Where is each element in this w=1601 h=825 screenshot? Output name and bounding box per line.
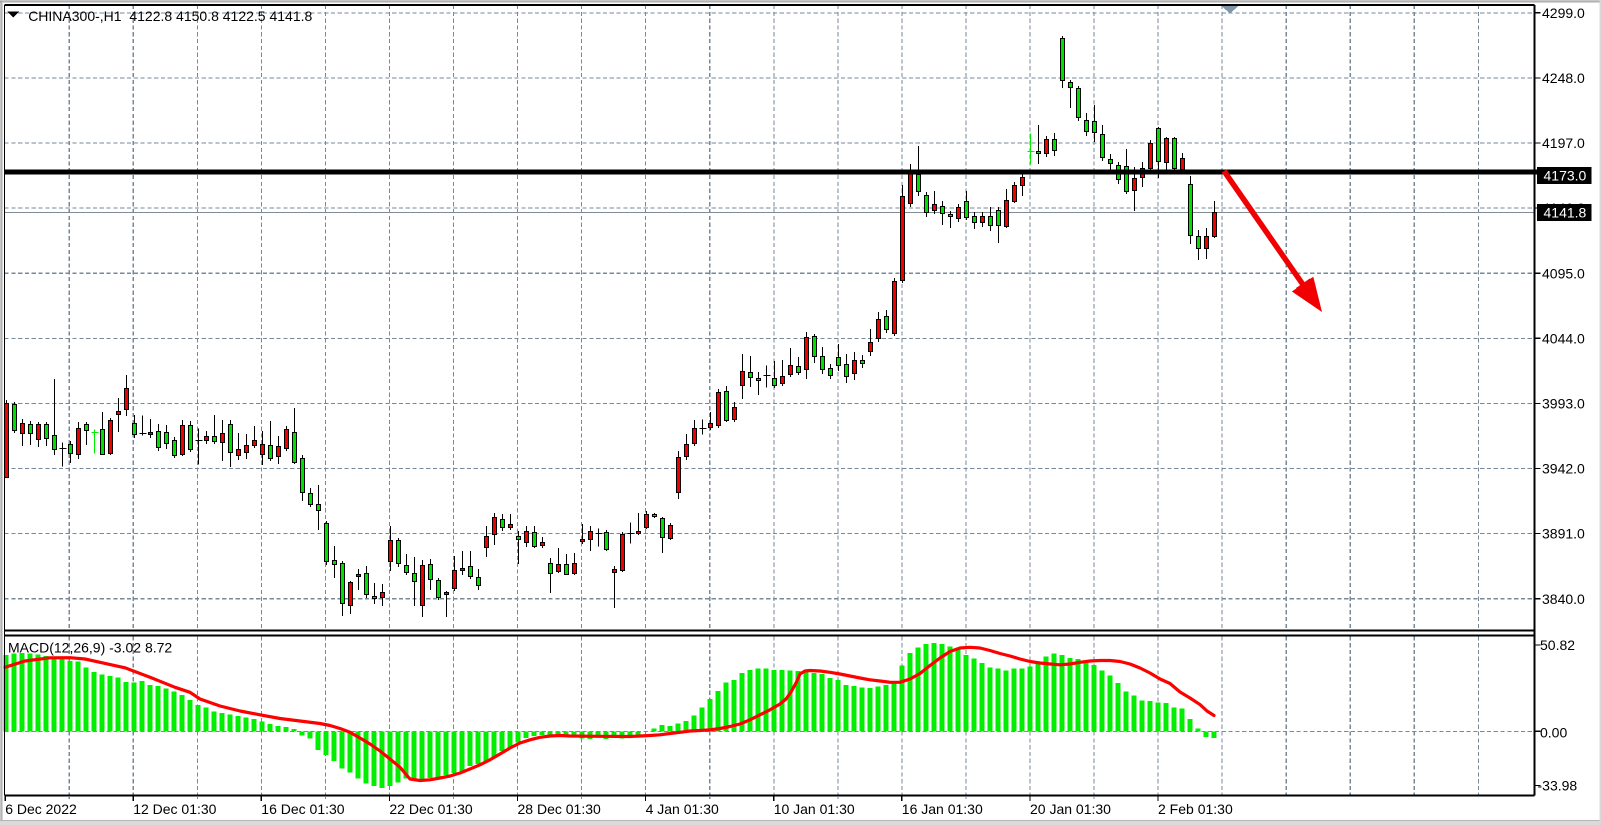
svg-text:20 Jan 01:30: 20 Jan 01:30 xyxy=(1030,801,1111,817)
svg-text:CHINA300-,H1 4122.8 4150.8 41: CHINA300-,H1 4122.8 4150.8 4122.5 4141.8 xyxy=(28,8,312,24)
svg-text:3993.0: 3993.0 xyxy=(1542,396,1585,412)
svg-text:4197.0: 4197.0 xyxy=(1542,135,1585,151)
svg-text:4 Jan 01:30: 4 Jan 01:30 xyxy=(646,801,719,817)
svg-text:16 Jan 01:30: 16 Jan 01:30 xyxy=(902,801,983,817)
svg-text:16 Dec 01:30: 16 Dec 01:30 xyxy=(261,801,344,817)
svg-text:3840.0: 3840.0 xyxy=(1542,591,1585,607)
svg-text:4141.8: 4141.8 xyxy=(1544,205,1587,221)
svg-text:MACD(12,26,9) -3.02 8.72: MACD(12,26,9) -3.02 8.72 xyxy=(8,640,172,656)
svg-text:50.82: 50.82 xyxy=(1540,637,1575,653)
svg-text:4299.0: 4299.0 xyxy=(1542,5,1585,21)
svg-text:3942.0: 3942.0 xyxy=(1542,461,1585,477)
svg-text:22 Dec 01:30: 22 Dec 01:30 xyxy=(389,801,472,817)
svg-text:2 Feb 01:30: 2 Feb 01:30 xyxy=(1158,801,1233,817)
svg-text:4173.0: 4173.0 xyxy=(1544,168,1587,184)
svg-text:0.00: 0.00 xyxy=(1540,725,1567,741)
svg-text:-33.98: -33.98 xyxy=(1538,778,1578,794)
svg-text:10 Jan 01:30: 10 Jan 01:30 xyxy=(774,801,855,817)
svg-text:28 Dec 01:30: 28 Dec 01:30 xyxy=(518,801,601,817)
svg-text:4044.0: 4044.0 xyxy=(1542,330,1585,346)
svg-text:12 Dec 01:30: 12 Dec 01:30 xyxy=(133,801,216,817)
svg-text:3891.0: 3891.0 xyxy=(1542,526,1585,542)
svg-text:4095.0: 4095.0 xyxy=(1542,265,1585,281)
svg-text:6 Dec 2022: 6 Dec 2022 xyxy=(5,801,77,817)
svg-text:4248.0: 4248.0 xyxy=(1542,70,1585,86)
